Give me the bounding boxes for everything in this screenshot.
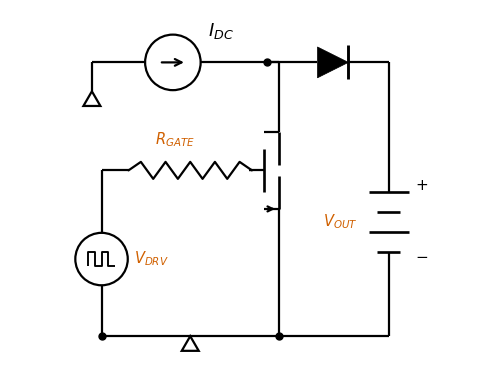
Polygon shape	[318, 47, 348, 78]
Text: +: +	[416, 178, 428, 193]
Text: $V_{DRV}$: $V_{DRV}$	[134, 250, 168, 269]
Text: $\mathit{I}_{DC}$: $\mathit{I}_{DC}$	[208, 21, 234, 41]
Text: −: −	[416, 250, 428, 265]
Text: $V_{OUT}$: $V_{OUT}$	[322, 212, 357, 231]
Text: $R_{GATE}$: $R_{GATE}$	[155, 130, 194, 149]
